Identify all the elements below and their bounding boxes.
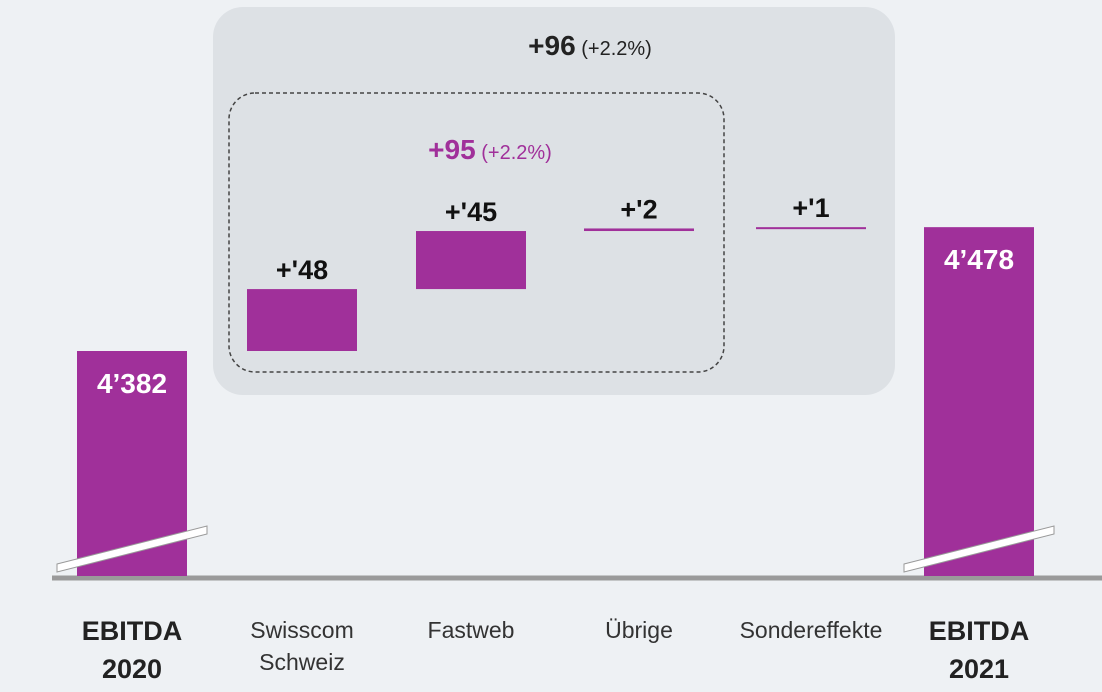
category-label: EBITDA 2020	[81, 616, 183, 684]
annotation-value: +96	[528, 30, 576, 61]
annotation-detail: (+2.2%)	[581, 38, 652, 60]
axis-break	[903, 525, 1055, 573]
annotation-sub: +95 (+2.2%)	[428, 134, 552, 166]
annotation-total: +96 (+2.2%)	[528, 30, 652, 62]
bar	[756, 227, 866, 230]
value-label: +'1	[792, 193, 829, 223]
axis-break	[56, 525, 208, 573]
value-label: +'45	[445, 197, 497, 227]
bar	[924, 227, 1034, 576]
category-label: EBITDA 2021	[928, 616, 1030, 684]
subgroup-box	[228, 92, 725, 373]
bar	[584, 228, 694, 232]
category-label: Swisscom Schweiz	[250, 617, 354, 675]
value-label: 4’478	[944, 244, 1014, 275]
category-label: Fastweb	[427, 617, 515, 643]
value-label: +'48	[276, 255, 328, 285]
value-label: 4’382	[97, 368, 167, 399]
value-label: +'2	[620, 194, 657, 224]
annotation-detail: (+2.2%)	[481, 142, 552, 164]
bar	[247, 289, 357, 351]
group-box	[213, 7, 895, 395]
bar	[416, 231, 526, 290]
category-label: Sondereffekte	[739, 617, 883, 643]
category-label: Übrige	[605, 617, 673, 643]
annotation-value: +95	[428, 134, 476, 165]
